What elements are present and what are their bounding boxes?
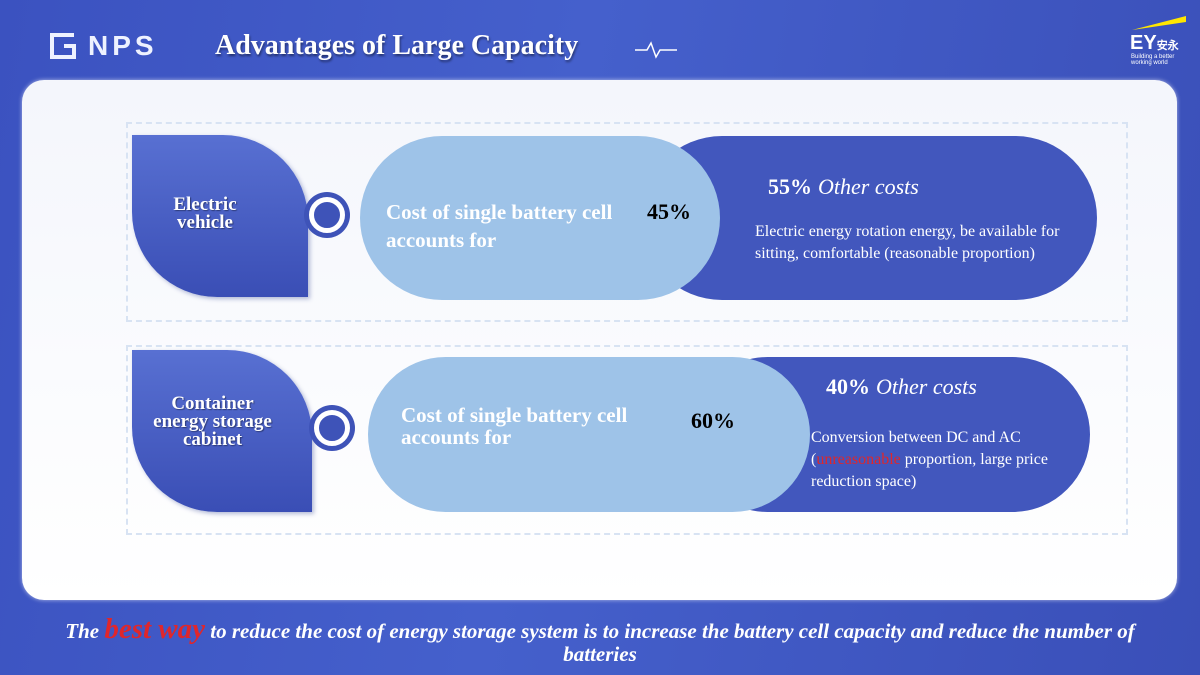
pulse-line-icon [635,41,677,59]
ring-bullet-icon [309,197,345,233]
footer-statement: The best way to reduce the cost of energ… [60,615,1140,666]
page-title: Advantages of Large Capacity [215,30,579,61]
label-ev: Electric vehicle [173,194,237,233]
ey-letters: EY [1130,32,1157,54]
cell-cost-percent-ev: 45% [647,199,691,224]
cell-cost-label-container: Cost of single battery cell accounts for [401,403,628,449]
ring-bullet-icon [314,410,350,446]
label-shape-ev [132,135,308,297]
ey-mark: EY安永 [1130,32,1179,55]
other-label-ev: Other costs [818,174,919,199]
cell-cost-percent-container: 60% [691,408,735,433]
cell-cost-pill-ev [360,136,720,300]
ey-beam-icon [1132,16,1186,30]
logo-text: NPS [88,30,158,61]
cell-cost-pill-container [368,357,810,512]
row-frame-ev [126,122,1128,322]
ey-logo-icon: EY安永 Building a better working world [1128,14,1188,70]
ey-tagline: Building a better working world [1131,54,1175,66]
label-container: Container energy storage cabinet [153,393,272,450]
nps-logo: NPS [48,30,158,62]
other-percent-container: 40% [826,374,870,399]
other-label-container: Other costs [876,374,977,399]
desc-highlight: unreasonable [816,451,901,468]
other-costs-desc-container: Conversion between DC and AC (unreasonab… [811,427,1066,493]
other-percent-ev: 55% [768,174,812,199]
nps-logo-icon [50,33,76,59]
other-costs-heading-ev: 55% Other costs [768,174,919,200]
desc-pre: Conversion between DC and AC ( [811,429,1021,468]
row-frame-container [126,345,1128,535]
other-costs-heading-container: 40% Other costs [826,374,977,400]
desc-post: proportion, large price reduction space) [811,451,1048,490]
footer-pre: The [65,619,105,643]
cell-cost-label-ev: Cost of single battery cell accounts for [386,200,613,252]
label-shape-container [132,350,312,512]
footer-post: to reduce the cost of energy storage sys… [205,619,1135,666]
footer-highlight: best way [104,613,206,645]
other-costs-desc-ev: Electric energy rotation energy, be avai… [755,223,1060,262]
ey-chinese: 安永 [1156,40,1179,52]
